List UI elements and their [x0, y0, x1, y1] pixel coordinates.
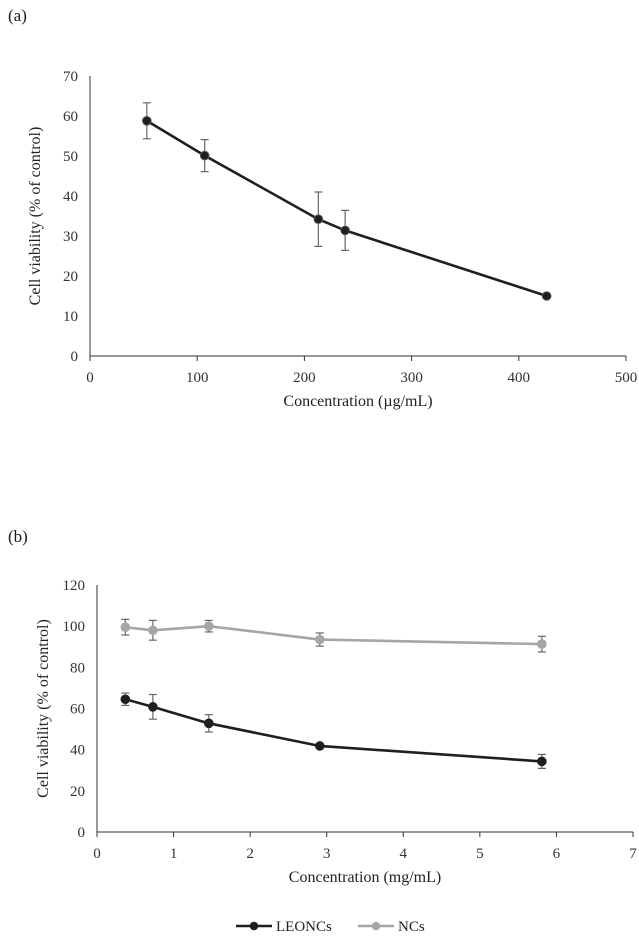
- chart-b-x-tick-label: 7: [629, 846, 637, 862]
- chart-a-x-tick-label: 500: [615, 370, 638, 386]
- chart-b-x-tick-label: 6: [553, 846, 561, 862]
- chart-b-series-1-point: [148, 702, 158, 712]
- chart-b: 0 20 40 60 80 100 120 0 1 2 3 4 5 6 7 Concentration (mg…: [35, 578, 637, 886]
- chart-a-x-tick-label: 0: [86, 370, 94, 386]
- chart-a-y-tick-label: 30: [63, 229, 78, 245]
- chart-b-y-axis-title: Cell viability (% of control): [35, 619, 52, 798]
- chart-b-series-2-point: [315, 634, 325, 645]
- chart-a-y-tick-label: 60: [63, 109, 78, 125]
- chart-b-series-2-point: [120, 622, 131, 632]
- chart-b-series-1-point: [203, 718, 214, 729]
- legend-label: NCs: [398, 919, 425, 935]
- chart-a-y-tick-label: 10: [63, 309, 78, 325]
- chart-b-y-tick-label: 120: [63, 578, 86, 594]
- chart-a-series-1-point: [142, 116, 152, 126]
- chart-b-x-tick-label: 4: [400, 846, 408, 862]
- chart-b-y-tick-label: 40: [70, 743, 85, 759]
- chart-a-y-tick-label: 20: [63, 269, 78, 285]
- chart-a-y-tick-label: 70: [63, 69, 78, 85]
- chart-b-x-axis-title: Concentration (mg/mL): [289, 869, 441, 886]
- panel-b-label: (b): [8, 527, 28, 546]
- chart-a-x-tick-label: 200: [293, 370, 316, 386]
- chart-a-series-1-point: [199, 150, 210, 161]
- legend-swatch-marker: [371, 921, 381, 931]
- chart-a-x-axis-title: Concentration (µg/mL): [283, 393, 432, 410]
- panel-a-label: (a): [8, 6, 27, 25]
- chart-b-y-tick-label: 100: [63, 619, 86, 635]
- chart-a-y-axis-title: Cell viability (% of control): [27, 127, 44, 306]
- chart-b-y-tick-label: 20: [70, 784, 85, 800]
- chart-b-series-2-point: [148, 625, 158, 636]
- chart-a-series-1-point: [340, 225, 350, 236]
- chart-b-series-1-point: [120, 694, 131, 705]
- chart-b-x-tick-label: 2: [246, 846, 254, 862]
- chart-a-series-1-point: [313, 214, 324, 224]
- chart-a-x-tick-label: 400: [508, 370, 531, 386]
- chart-b-y-tick-label: 60: [70, 702, 85, 718]
- chart-b-y-tick-label: 80: [70, 660, 85, 676]
- chart-b-series-1-line: [124, 697, 542, 763]
- chart-b-series-2-point: [537, 639, 547, 649]
- chart-b-series-2-line: [125, 624, 542, 646]
- chart-b-x-tick-label: 0: [93, 846, 101, 862]
- chart-b-y-tick-label: 0: [78, 825, 86, 841]
- legend-swatch-marker: [249, 921, 259, 931]
- chart-a-series-1-point: [541, 291, 552, 301]
- chart-a: 0 10 20 30 40 50 60 70 0 100 200 300 400 500 Concentra…: [27, 69, 637, 410]
- chart-a-x-tick-label: 100: [186, 370, 209, 386]
- chart-b-series-2-point: [203, 621, 214, 631]
- chart-a-y-tick-label: 40: [63, 189, 78, 205]
- legend-label: LEONCs: [276, 919, 332, 935]
- chart-b-legend: LEONCs NCs: [236, 919, 425, 935]
- chart-b-x-tick-label: 5: [476, 846, 484, 862]
- chart-b-series-1-point: [537, 756, 547, 767]
- chart-a-y-tick-label: 0: [71, 349, 79, 365]
- chart-a-series-1-line: [146, 119, 548, 298]
- chart-a-y-tick-label: 50: [63, 149, 78, 165]
- chart-b-x-tick-label: 3: [323, 846, 331, 862]
- chart-a-x-tick-label: 300: [400, 370, 423, 386]
- chart-b-x-tick-label: 1: [170, 846, 178, 862]
- chart-b-series-1-point: [315, 741, 325, 751]
